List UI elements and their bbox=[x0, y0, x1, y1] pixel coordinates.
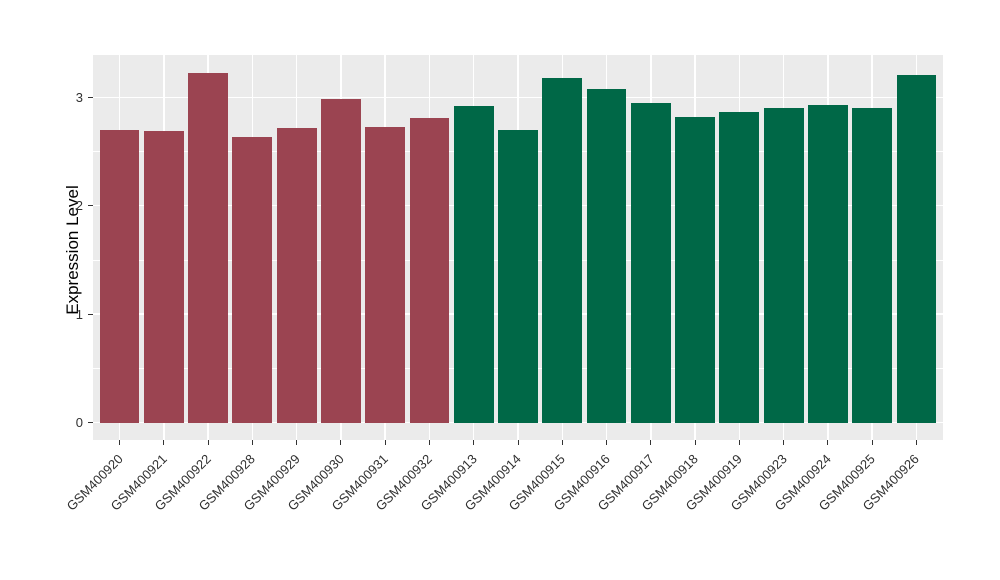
bar-GSM400922 bbox=[188, 73, 229, 423]
x-tick-mark bbox=[915, 440, 917, 445]
bar-GSM400913 bbox=[453, 105, 494, 423]
bar-GSM400926 bbox=[896, 74, 937, 423]
bar-GSM400923 bbox=[763, 108, 804, 423]
bar-GSM400921 bbox=[143, 130, 184, 423]
y-tick-mark bbox=[88, 96, 93, 98]
y-tick-mark bbox=[88, 313, 93, 315]
bar-GSM400914 bbox=[498, 129, 538, 423]
plot-panel bbox=[93, 55, 943, 440]
x-tick-mark bbox=[207, 440, 209, 445]
bar-GSM400925 bbox=[852, 108, 893, 423]
y-tick-mark bbox=[88, 205, 93, 207]
y-tick-label: 0 bbox=[75, 415, 83, 431]
x-tick-mark bbox=[561, 440, 563, 445]
x-tick-mark bbox=[517, 440, 519, 445]
bar-GSM400928 bbox=[232, 137, 273, 423]
x-tick-mark bbox=[827, 440, 829, 445]
x-tick-mark bbox=[251, 440, 253, 445]
y-tick-label: 3 bbox=[75, 89, 83, 105]
y-tick-label: 1 bbox=[75, 306, 83, 322]
y-tick-label: 2 bbox=[75, 198, 83, 214]
y-axis-title: Expression Level bbox=[63, 185, 82, 315]
x-tick-mark bbox=[650, 440, 652, 445]
bar-GSM400920 bbox=[99, 129, 140, 423]
x-tick-mark bbox=[606, 440, 608, 445]
bar-GSM400919 bbox=[719, 112, 760, 423]
bar-GSM400931 bbox=[365, 126, 406, 423]
bar-GSM400917 bbox=[630, 102, 671, 423]
bar-GSM400916 bbox=[586, 88, 627, 423]
x-tick-mark bbox=[119, 440, 121, 445]
x-tick-mark bbox=[783, 440, 785, 445]
x-tick-mark bbox=[428, 440, 430, 445]
x-tick-mark bbox=[384, 440, 386, 445]
x-tick-mark bbox=[694, 440, 696, 445]
bar-GSM400929 bbox=[276, 127, 317, 423]
x-tick-mark bbox=[340, 440, 342, 445]
y-tick-mark bbox=[88, 422, 93, 424]
x-tick-mark bbox=[473, 440, 475, 445]
x-tick-mark bbox=[296, 440, 298, 445]
x-tick-mark bbox=[871, 440, 873, 445]
bar-GSM400932 bbox=[409, 117, 450, 423]
bar-GSM400924 bbox=[807, 104, 848, 423]
x-tick-mark bbox=[738, 440, 740, 445]
bar-GSM400930 bbox=[320, 99, 361, 423]
bar-GSM400915 bbox=[542, 77, 583, 423]
x-tick-mark bbox=[163, 440, 165, 445]
bar-GSM400918 bbox=[675, 116, 715, 423]
